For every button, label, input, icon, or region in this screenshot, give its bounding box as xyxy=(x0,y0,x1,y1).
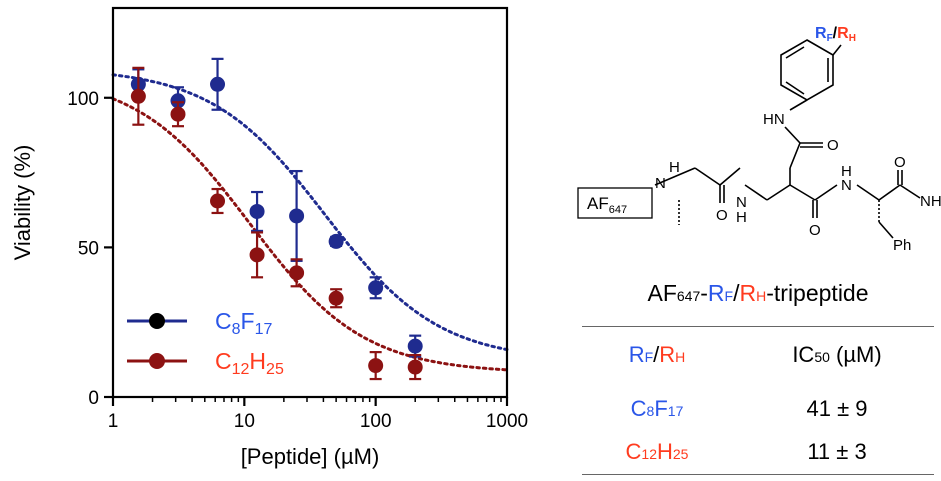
structure-svg: AF647 RF/RH HN O H N O N H O H N O NH2 P… xyxy=(577,25,941,254)
table-header-substituent: RF/RH xyxy=(628,342,686,367)
data-point-s2-2 xyxy=(210,193,226,209)
atom-o-top: O xyxy=(827,137,839,154)
x-tick-label-1: 1 xyxy=(108,411,119,432)
data-point-s2-3 xyxy=(249,247,265,263)
dye-box xyxy=(577,187,653,219)
atom-h-left: H xyxy=(669,159,680,176)
atom-o-left: O xyxy=(716,207,728,224)
data-point-s1-7 xyxy=(407,338,423,354)
atom-h-mid: H xyxy=(736,209,747,226)
plot-frame xyxy=(111,6,509,399)
atom-hn-top: HN xyxy=(763,111,785,128)
x-axis-label: [Peptide] (µM) xyxy=(241,444,380,469)
legend-marker-1 xyxy=(149,313,165,329)
y-tick-label-0: 0 xyxy=(88,388,99,409)
legend-label-2: C12H25 xyxy=(215,348,284,378)
data-point-s1-4 xyxy=(289,208,305,224)
atom-ph: Ph xyxy=(893,237,911,254)
chart-svg: 0 50 100 1 10 100 1000 [Peptide] (µM) Viability … xyxy=(10,6,528,469)
table-rule-top xyxy=(582,326,934,327)
y-tick-label-100: 100 xyxy=(67,89,99,110)
data-point-s2-6 xyxy=(368,358,384,374)
atom-nh2: NH2 xyxy=(920,193,941,213)
table-row-c8f17-value: 41 ± 9 xyxy=(806,396,868,421)
table-header-ic50: IC50 (µM) xyxy=(792,342,882,367)
dye-label: AF647 xyxy=(587,194,627,216)
table-row-c12h25-label: C12H25 xyxy=(625,439,689,464)
data-point-s1-1 xyxy=(170,93,186,109)
data-point-s1-2 xyxy=(210,76,226,92)
atom-n-mid: N xyxy=(736,194,747,211)
table-row-c8f17-label: C8F17 xyxy=(630,396,684,421)
legend-marker-2 xyxy=(149,353,165,369)
y-tick-label-50: 50 xyxy=(78,238,99,259)
table-row-c12h25-value: 11 ± 3 xyxy=(807,439,867,464)
tripeptide-structure: AF647 RF/RH HN O H N O N H O H N O NH2 P… xyxy=(575,0,941,270)
data-point-s2-4 xyxy=(289,265,305,281)
r-substituent-label: RF/RH xyxy=(815,25,856,44)
data-point-s2-0 xyxy=(130,88,146,104)
atom-h-right: H xyxy=(841,163,852,180)
viability-chart: 0 50 100 1 10 100 1000 [Peptide] (µM) Viability … xyxy=(10,6,528,469)
atom-o-mid: O xyxy=(809,222,821,239)
y-axis-label: Viability (%) xyxy=(10,145,35,261)
data-point-s2-5 xyxy=(328,290,344,306)
data-point-s1-5 xyxy=(328,233,344,249)
ic50-table: AF647-RF/RH-tripeptide RF/RH IC50 (µM) C… xyxy=(582,276,934,476)
fit-curve-2 xyxy=(111,97,509,372)
data-point-s2-1 xyxy=(170,106,186,122)
x-tick-label-10: 10 xyxy=(234,411,255,432)
table-rule-bottom xyxy=(582,474,934,475)
data-point-s1-3 xyxy=(249,203,265,219)
data-point-s2-7 xyxy=(407,359,423,375)
data-point-s1-6 xyxy=(368,280,384,296)
atom-n-left: N xyxy=(655,175,666,192)
legend-label-1: C8F17 xyxy=(215,308,272,338)
benzene-ring xyxy=(780,39,834,101)
x-tick-label-1000: 1000 xyxy=(486,411,528,432)
atom-o-right: O xyxy=(894,154,906,171)
atom-n-right: N xyxy=(841,177,852,194)
table-title: AF647-RF/RH-tripeptide xyxy=(647,280,869,306)
x-tick-label-100: 100 xyxy=(360,411,392,432)
